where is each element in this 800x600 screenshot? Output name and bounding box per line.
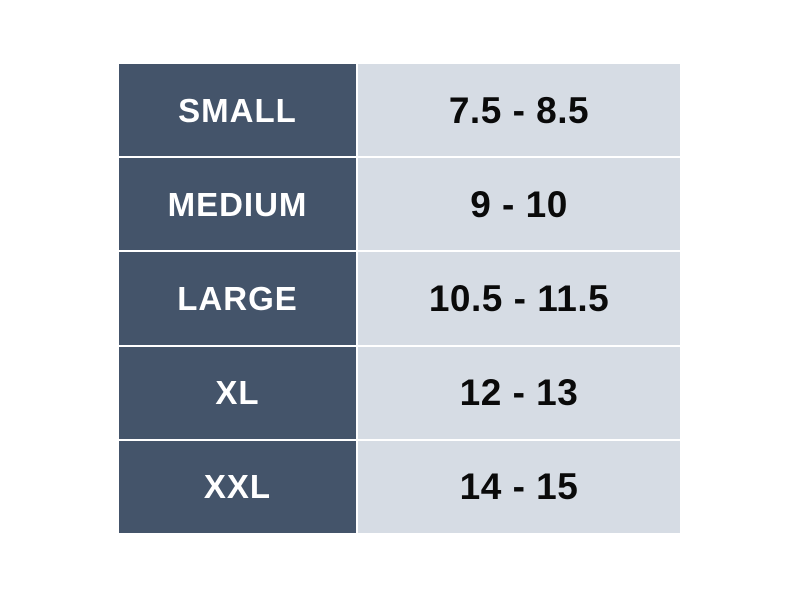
size-cell: MEDIUM	[119, 158, 356, 251]
range-cell: 10.5 - 11.5	[358, 252, 680, 345]
range-cell: 7.5 - 8.5	[358, 64, 680, 157]
size-cell: SMALL	[119, 64, 356, 157]
size-cell: XXL	[119, 440, 356, 533]
size-cell: XL	[119, 346, 356, 439]
range-cell: 9 - 10	[358, 158, 680, 251]
size-chart-table: SMALL 7.5 - 8.5 MEDIUM 9 - 10 LARGE 10.5…	[119, 64, 680, 533]
range-cell: 12 - 13	[358, 346, 680, 439]
range-cell: 14 - 15	[358, 440, 680, 533]
size-cell: LARGE	[119, 252, 356, 345]
